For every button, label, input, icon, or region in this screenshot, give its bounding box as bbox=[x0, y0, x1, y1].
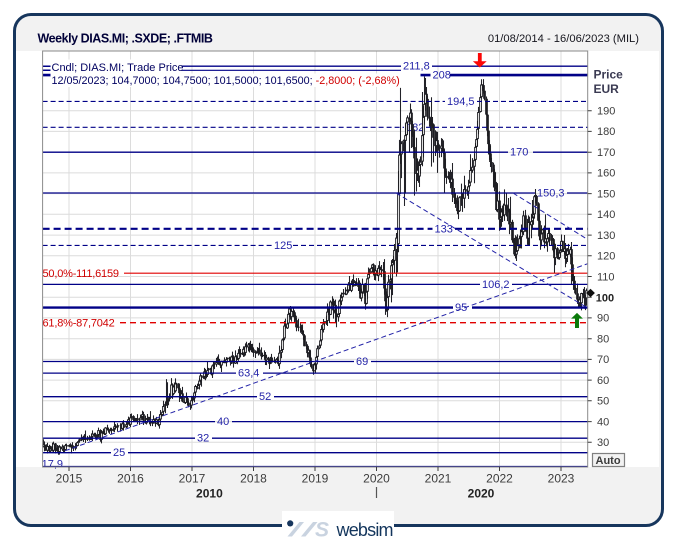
svg-text:170: 170 bbox=[597, 147, 615, 159]
svg-text:50: 50 bbox=[597, 396, 609, 408]
svg-text:2021: 2021 bbox=[425, 472, 452, 486]
svg-text:80: 80 bbox=[597, 334, 609, 346]
svg-text:170: 170 bbox=[510, 147, 528, 159]
svg-text:110: 110 bbox=[597, 271, 615, 283]
svg-text:2023: 2023 bbox=[548, 472, 575, 486]
svg-text:2018: 2018 bbox=[240, 472, 267, 486]
svg-text:2017: 2017 bbox=[179, 472, 206, 486]
svg-text:2016: 2016 bbox=[117, 472, 144, 486]
svg-text:25: 25 bbox=[113, 447, 125, 459]
svg-text:90: 90 bbox=[597, 313, 609, 325]
svg-text:182: 182 bbox=[406, 122, 424, 134]
svg-text:190: 190 bbox=[597, 106, 615, 118]
svg-text:211,8: 211,8 bbox=[403, 61, 430, 73]
svg-text:52: 52 bbox=[259, 391, 271, 403]
svg-text:2020: 2020 bbox=[468, 487, 495, 501]
svg-text:125: 125 bbox=[274, 240, 292, 252]
svg-text:2022: 2022 bbox=[486, 472, 513, 486]
svg-text:194,5: 194,5 bbox=[447, 96, 475, 108]
svg-text:180: 180 bbox=[597, 126, 615, 138]
svg-text:32: 32 bbox=[197, 433, 209, 445]
svg-text:50,0%-111,6159: 50,0%-111,6159 bbox=[43, 268, 119, 280]
svg-text:Auto: Auto bbox=[596, 455, 621, 467]
svg-text:70: 70 bbox=[597, 354, 609, 366]
svg-text:69: 69 bbox=[356, 356, 368, 368]
svg-text:S: S bbox=[315, 519, 329, 540]
svg-text:150,3: 150,3 bbox=[537, 188, 565, 200]
svg-text:61,8%-87,7042: 61,8%-87,7042 bbox=[43, 318, 115, 330]
svg-text:106,2: 106,2 bbox=[482, 279, 510, 291]
svg-text:12/05/2023; 104,7000; 104,7500: 12/05/2023; 104,7000; 104,7500; 101,5000… bbox=[52, 75, 400, 87]
svg-text:EUR: EUR bbox=[594, 82, 620, 96]
svg-text:Price: Price bbox=[594, 68, 624, 82]
svg-text:17,9: 17,9 bbox=[42, 459, 63, 471]
svg-text:150: 150 bbox=[597, 188, 615, 200]
svg-text:140: 140 bbox=[597, 209, 615, 221]
svg-text:2015: 2015 bbox=[56, 472, 83, 486]
svg-text:40: 40 bbox=[217, 416, 229, 428]
svg-text:120: 120 bbox=[597, 251, 615, 263]
svg-text:133: 133 bbox=[435, 223, 453, 235]
svg-text:130: 130 bbox=[597, 230, 615, 242]
svg-text:websim: websim bbox=[336, 520, 393, 539]
svg-text:2019: 2019 bbox=[302, 472, 329, 486]
svg-text:95: 95 bbox=[455, 302, 467, 314]
svg-text:60: 60 bbox=[597, 375, 609, 387]
svg-text:63,4: 63,4 bbox=[238, 368, 259, 380]
svg-text:2010: 2010 bbox=[196, 487, 223, 501]
svg-text:01/08/2014 - 16/06/2023 (MIL): 01/08/2014 - 16/06/2023 (MIL) bbox=[488, 33, 639, 45]
svg-text:30: 30 bbox=[597, 437, 609, 449]
svg-text:160: 160 bbox=[597, 168, 615, 180]
svg-text:100: 100 bbox=[596, 293, 614, 305]
svg-text:Weekly DIAS.MI; .SXDE; .FTMIB: Weekly DIAS.MI; .SXDE; .FTMIB bbox=[38, 32, 213, 46]
svg-text:2020: 2020 bbox=[363, 472, 390, 486]
svg-text:Cndl; DIAS.MI; Trade Price: Cndl; DIAS.MI; Trade Price bbox=[52, 62, 184, 74]
svg-text:208: 208 bbox=[433, 70, 451, 82]
svg-text:40: 40 bbox=[597, 416, 609, 428]
